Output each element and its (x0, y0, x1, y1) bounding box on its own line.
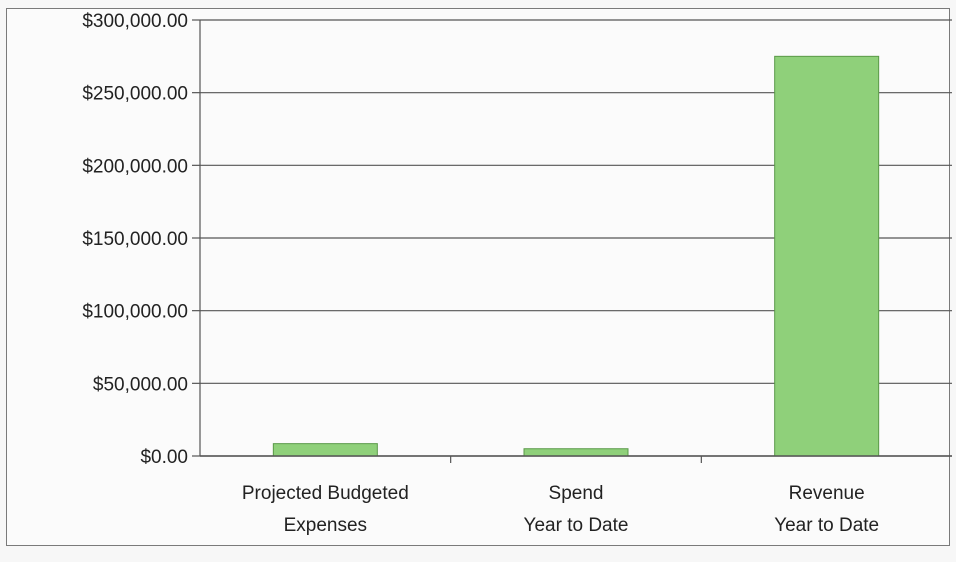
bar (272, 443, 378, 457)
x-category-label: Spend (549, 483, 604, 504)
x-category-label: Year to Date (774, 515, 879, 536)
x-category-label: Year to Date (524, 515, 629, 536)
bar (774, 55, 880, 457)
bar (523, 448, 629, 457)
y-tick-label: $300,000.00 (82, 11, 188, 32)
y-tick-label: $50,000.00 (93, 374, 188, 395)
y-tick-label: $0.00 (140, 447, 188, 468)
y-tick-label: $250,000.00 (82, 84, 188, 105)
y-tick-label: $200,000.00 (82, 156, 188, 177)
y-tick-label: $150,000.00 (82, 229, 188, 250)
y-tick-label: $100,000.00 (82, 302, 188, 323)
x-category-label: Projected Budgeted (242, 483, 409, 504)
x-category-label: Expenses (284, 515, 367, 536)
x-category-label: Revenue (789, 483, 865, 504)
